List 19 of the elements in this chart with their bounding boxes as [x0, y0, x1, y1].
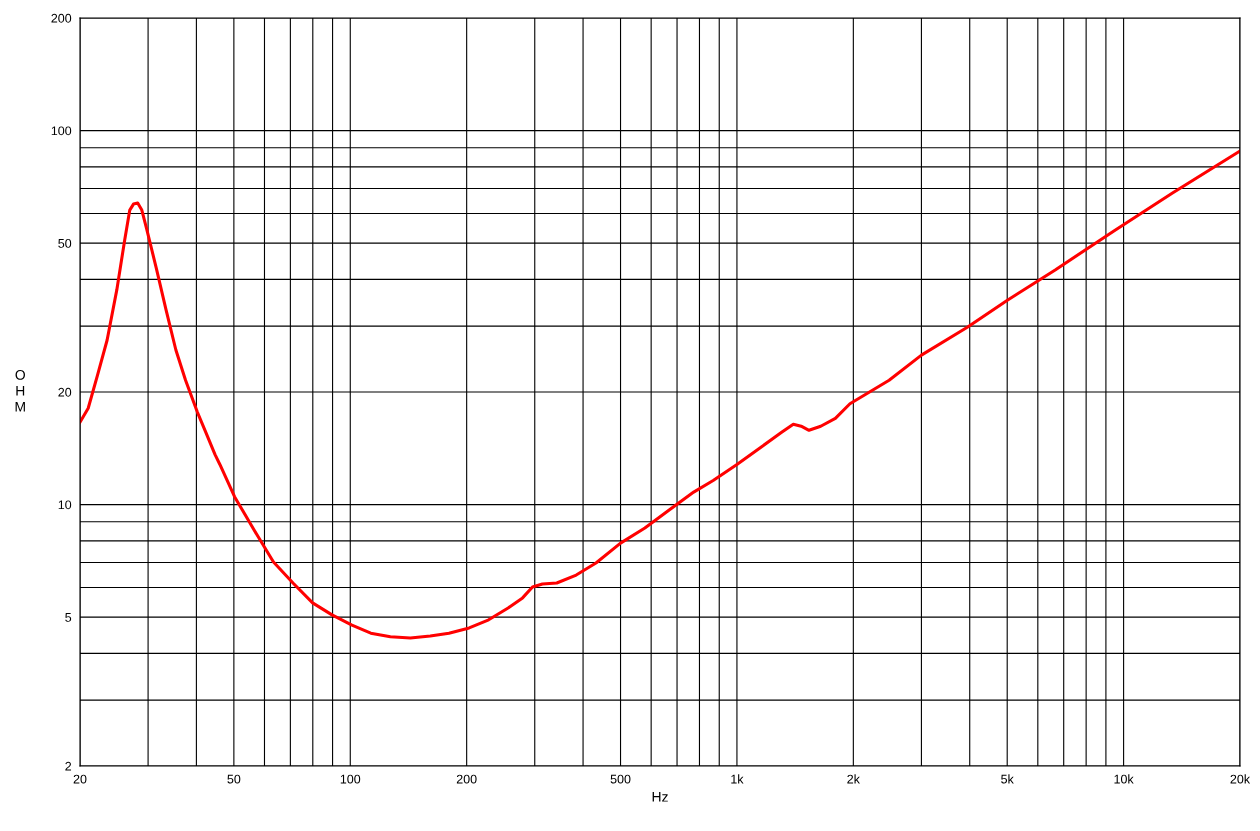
x-tick-label: 2k: [847, 774, 860, 784]
y-tick-label: 200: [51, 13, 72, 23]
x-tick-label: 20k: [1230, 774, 1251, 784]
y-tick-label: 20: [58, 387, 72, 397]
y-axis-title: OHM: [15, 369, 25, 412]
y-tick-label: 50: [58, 238, 72, 248]
x-tick-label: 500: [610, 774, 631, 784]
y-tick-label: 2: [65, 761, 72, 771]
x-tick-label: 100: [340, 774, 361, 784]
x-tick-label: 1k: [731, 774, 744, 784]
y-tick-label: 100: [51, 126, 72, 136]
y-tick-label: 10: [58, 500, 72, 510]
x-axis-title: Hz: [652, 792, 668, 802]
x-tick-label: 5k: [1001, 774, 1014, 784]
y-tick-label: 5: [65, 613, 72, 622]
x-tick-label: 20: [73, 774, 87, 784]
x-tick-label: 50: [227, 774, 241, 784]
x-tick-label: 10k: [1114, 774, 1134, 784]
x-tick-label: 200: [456, 774, 477, 784]
